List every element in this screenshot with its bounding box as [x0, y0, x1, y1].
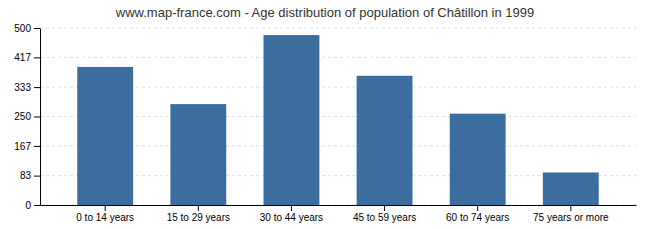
y-tick-mark — [34, 57, 40, 58]
x-tick: 45 to 59 years — [353, 205, 416, 223]
x-tick: 30 to 44 years — [260, 205, 323, 223]
x-tick-label: 60 to 74 years — [446, 212, 509, 223]
x-tick-label: 30 to 44 years — [260, 212, 323, 223]
y-tick-label: 167 — [14, 141, 31, 152]
x-tick: 60 to 74 years — [446, 205, 509, 223]
bar — [77, 67, 133, 205]
y-tick-label: 500 — [14, 23, 31, 34]
y-tick: 417 — [14, 52, 40, 63]
bar — [170, 104, 226, 205]
y-tick-mark — [34, 146, 40, 147]
y-tick-label: 417 — [14, 52, 31, 63]
y-tick-label: 250 — [14, 111, 31, 122]
y-tick-mark — [34, 205, 40, 206]
bar — [357, 76, 413, 205]
x-axis: 0 to 14 years 15 to 29 years 30 to 44 year… — [41, 205, 637, 223]
y-tick-mark — [34, 87, 40, 88]
bar — [264, 35, 320, 205]
x-tick-mark — [384, 205, 385, 211]
x-tick: 0 to 14 years — [76, 205, 134, 223]
y-tick: 0 — [25, 200, 40, 211]
x-tick-label: 15 to 29 years — [167, 212, 230, 223]
x-tick: 15 to 29 years — [167, 205, 230, 223]
y-tick: 250 — [14, 111, 40, 122]
x-tick-label: 0 to 14 years — [76, 212, 134, 223]
grid-line — [40, 57, 636, 58]
bars — [77, 35, 599, 205]
x-tick: 75 years or more — [533, 205, 609, 223]
x-tick-mark — [198, 205, 199, 211]
y-axis-line — [40, 29, 41, 206]
y-tick-label: 0 — [25, 200, 31, 211]
title: www.map-france.com - Age distribution of… — [115, 5, 534, 20]
y-tick-mark — [34, 28, 40, 29]
grid-line — [40, 28, 636, 29]
x-tick-mark — [477, 205, 478, 211]
y-tick: 167 — [14, 141, 40, 152]
bar — [450, 114, 506, 205]
x-tick-mark — [570, 205, 571, 211]
chart: www.map-france.com - Age distribution of… — [0, 0, 650, 229]
x-tick-mark — [291, 205, 292, 211]
grid — [40, 28, 636, 205]
y-tick: 333 — [14, 82, 40, 93]
plot: 0 to 14 years 15 to 29 years 30 to 44 year… — [14, 23, 636, 223]
y-tick-label: 83 — [20, 170, 32, 181]
x-tick-label: 45 to 59 years — [353, 212, 416, 223]
y-tick: 500 — [14, 23, 40, 34]
x-tick-label: 75 years or more — [533, 212, 609, 223]
y-tick-mark — [34, 117, 40, 118]
x-axis-line — [41, 205, 637, 206]
y-tick-mark — [34, 176, 40, 177]
bar — [543, 172, 599, 205]
x-tick-mark — [105, 205, 106, 211]
y-tick-label: 333 — [14, 82, 31, 93]
y-axis: 0 83 167 250 333 417 500 — [14, 23, 40, 211]
y-tick: 83 — [20, 170, 40, 181]
